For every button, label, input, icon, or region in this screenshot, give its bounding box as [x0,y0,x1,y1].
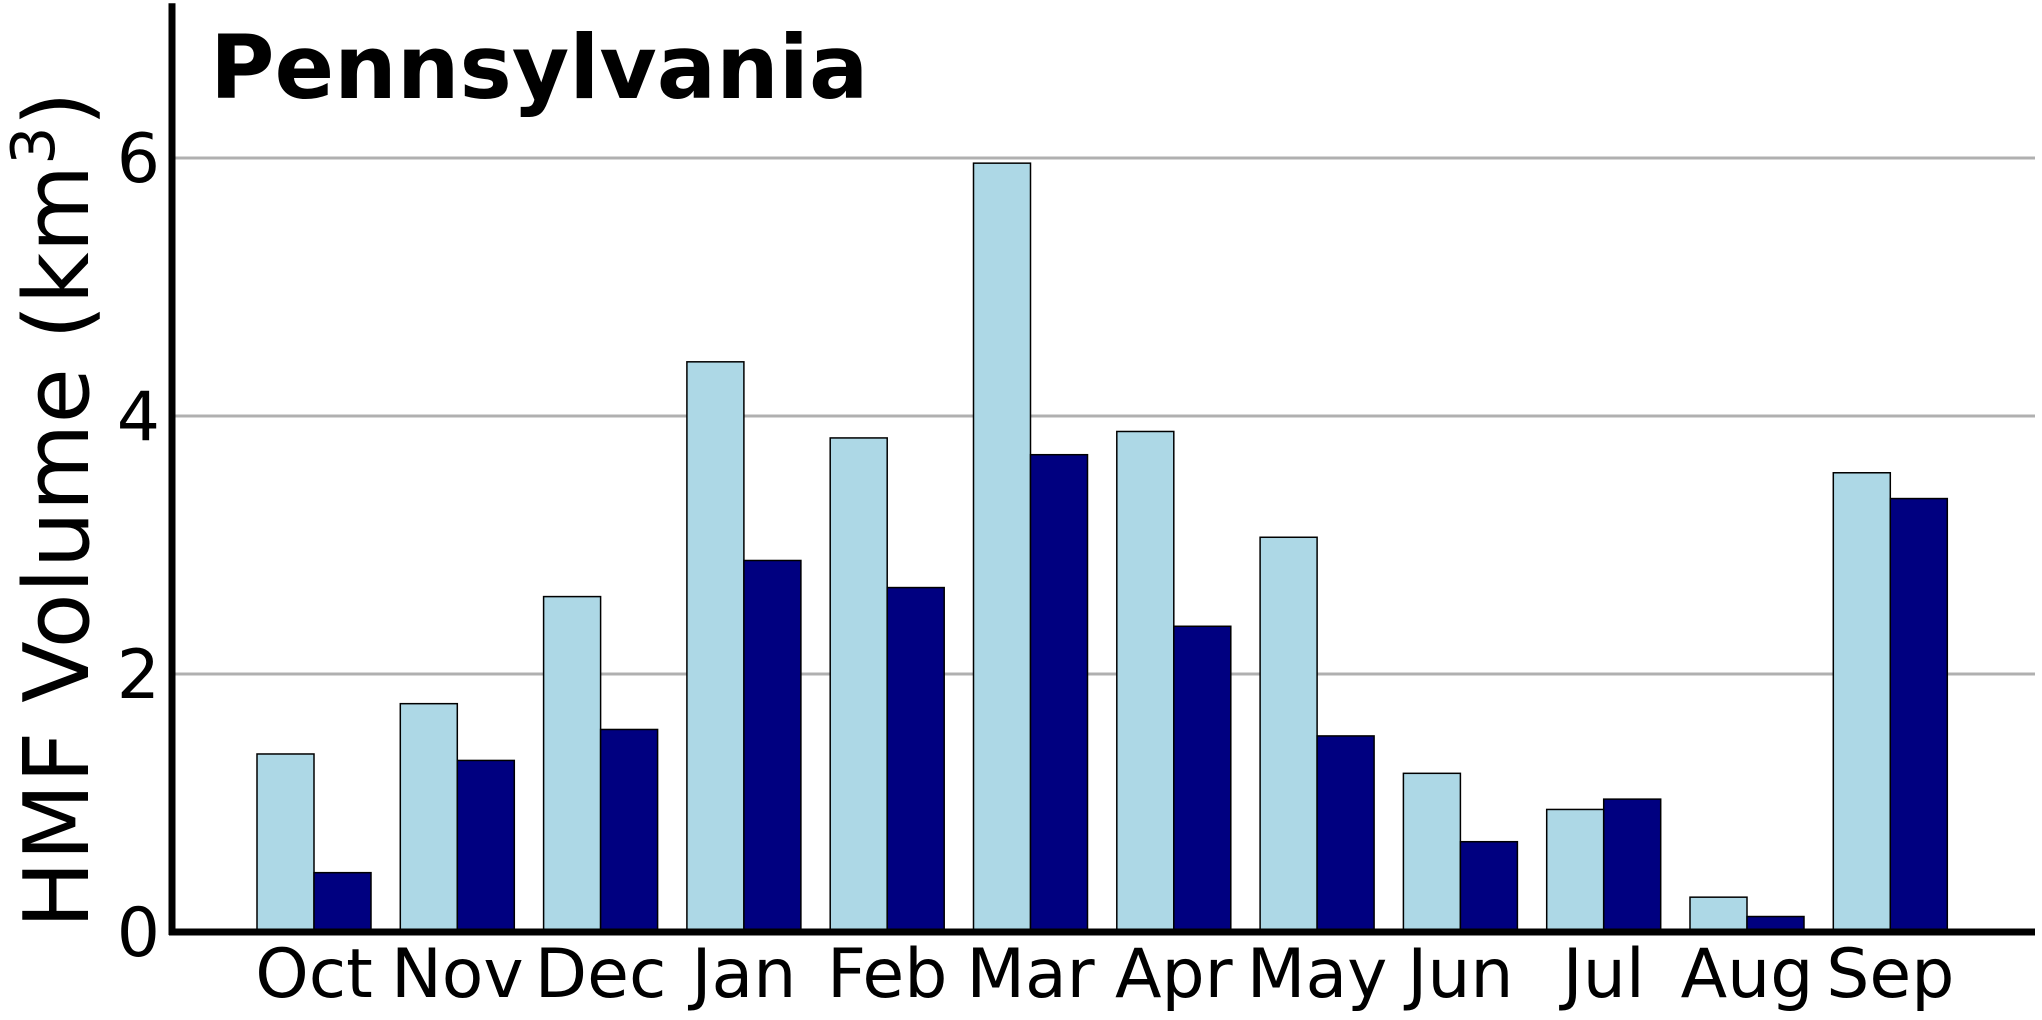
y-axis-title-main: HMF Volume (km [5,165,110,929]
y-tick-label: 0 [117,894,160,973]
bar [599,728,659,933]
bars [256,162,1949,933]
gridlines [172,156,2035,676]
x-tick-label: Dec [535,935,667,1014]
bar [1689,896,1748,933]
bar [886,586,945,933]
bar [1889,497,1949,933]
bar [1459,840,1519,933]
y-axis-title-superscript: 3 [0,126,69,164]
x-tick-label: Apr [1115,935,1233,1014]
x-tick-label: Oct [255,935,373,1014]
y-axis-title: HMF Volume (km3) [0,91,110,928]
bar [829,437,888,933]
bar [1259,536,1318,933]
chart-title: Pennsylvania [210,16,868,119]
y-tick-label: 4 [117,378,160,457]
bar [1029,453,1089,933]
x-tick-label: Sep [1826,935,1954,1014]
bar [1402,772,1462,933]
x-tick-label: Jun [1403,935,1513,1014]
bar [399,702,459,933]
x-tick-labels: Oct Nov Dec Jan Feb Mar Apr May Jun Jul Aug Sep [255,935,1954,1014]
x-tick-label: May [1247,935,1388,1014]
x-tick-label: Mar [966,935,1094,1014]
bar [1116,430,1175,933]
bar [1173,625,1232,933]
y-tick-label: 2 [117,636,160,715]
y-tick-label: 6 [117,120,160,199]
x-tick-label: Jan [687,935,796,1014]
bar [1316,735,1375,933]
bar [256,753,315,933]
bar [1545,808,1605,933]
bar [456,759,516,933]
bar [972,162,1032,933]
bar [1832,472,1892,933]
axes [168,3,2035,936]
x-tick-label: Nov [391,935,524,1014]
bar [1602,798,1662,933]
x-tick-label: Jul [1559,935,1645,1014]
y-tick-labels: 0 2 4 6 [117,120,160,973]
bar [743,559,802,933]
bar [542,595,602,933]
x-tick-label: Aug [1681,935,1814,1014]
bar [313,871,372,933]
y-axis-title-close: ) [5,91,110,126]
bar [686,361,745,933]
x-tick-label: Feb [827,935,947,1014]
